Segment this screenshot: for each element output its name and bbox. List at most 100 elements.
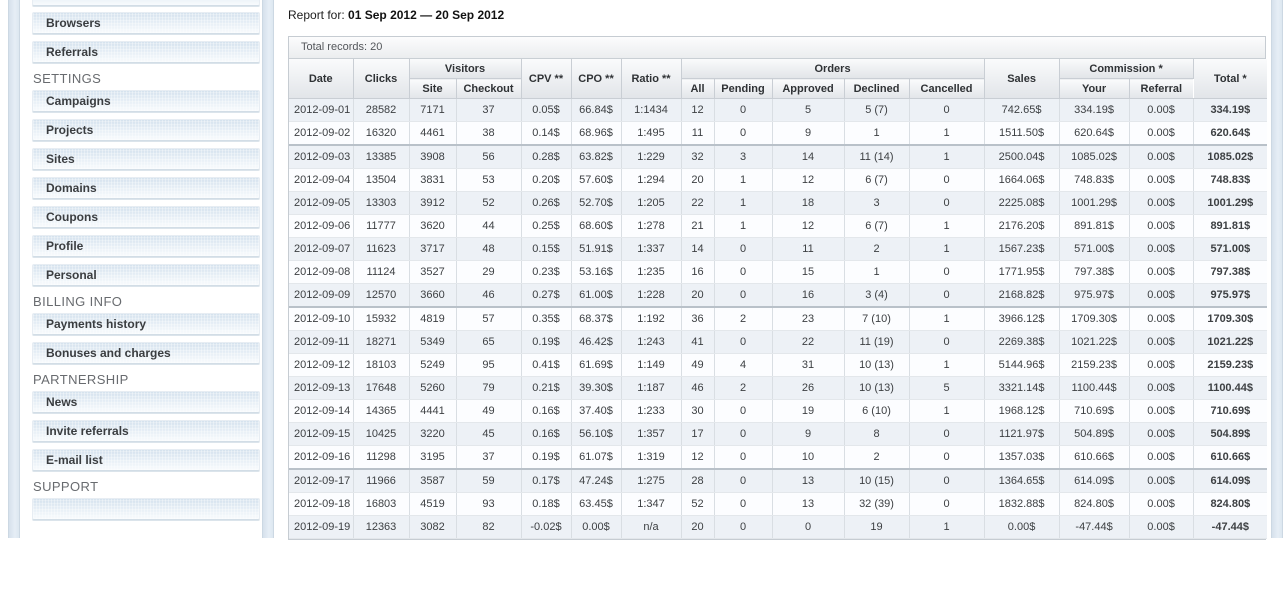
cell-sales: 1664.06$ — [984, 168, 1060, 192]
cell-cpo: 68.60$ — [571, 214, 622, 238]
cell-referral: 0.00$ — [1129, 306, 1194, 331]
cell-checkout: 56 — [456, 144, 522, 169]
sidebar-item-e-mail-list[interactable]: E-mail list — [32, 449, 260, 471]
column-subheader-your: Your — [1059, 78, 1130, 99]
sidebar-item-sites[interactable]: Sites — [32, 148, 260, 170]
cell-cpo: 39.30$ — [571, 376, 622, 400]
cell-ratio: 1:233 — [621, 399, 682, 423]
table-row: 2012-09-17 11966 3587 59 0.17$ 47.24$ 1:275 28 0… — [289, 468, 1268, 493]
sidebar-item-payments-history[interactable]: Payments history — [32, 313, 260, 335]
cell-approved: 23 — [772, 306, 845, 331]
cell-your: 975.97$ — [1059, 283, 1130, 308]
sidebar-item-coupons[interactable]: Coupons — [32, 206, 260, 228]
cell-cpo: 56.10$ — [571, 422, 622, 446]
sidebar-item-personal[interactable]: Personal — [32, 264, 260, 286]
column-header-cpv: CPV ** — [521, 59, 572, 99]
cell-all: 12 — [681, 445, 715, 470]
cell-total: 334.19$ — [1193, 98, 1268, 122]
cell-ratio: 1:278 — [621, 214, 682, 238]
table-row: 2012-09-08 11124 3527 29 0.23$ 53.16$ 1:235 16 0… — [289, 260, 1268, 284]
cell-approved: 31 — [772, 353, 845, 377]
column-header-commission: Commission * — [1059, 59, 1194, 79]
cell-declined: 8 — [844, 422, 910, 446]
table-row: 2012-09-09 12570 3660 46 0.27$ 61.00$ 1:228 20 0… — [289, 283, 1268, 308]
cell-checkout: 38 — [456, 121, 522, 146]
cell-date: 2012-09-05 — [289, 191, 354, 215]
cell-referral: 0.00$ — [1129, 237, 1194, 261]
sidebar-item-invite-referrals[interactable]: Invite referrals — [32, 420, 260, 442]
cell-checkout: 59 — [456, 468, 522, 493]
cell-declined: 3 — [844, 191, 910, 215]
table-row: 2012-09-04 13504 3831 53 0.20$ 57.60$ 1:294 20 1… — [289, 168, 1268, 192]
sidebar-item-referrals[interactable]: Referrals — [32, 41, 260, 63]
cell-cpv: 0.41$ — [521, 353, 572, 377]
cell-declined: 6 (10) — [844, 399, 910, 423]
cell-date: 2012-09-10 — [289, 306, 354, 331]
cell-date: 2012-09-01 — [289, 98, 354, 122]
cell-clicks: 16320 — [353, 121, 410, 146]
cell-referral: 0.00$ — [1129, 191, 1194, 215]
cell-sales: 1511.50$ — [984, 121, 1060, 146]
sidebar-item-campaigns[interactable]: Campaigns — [32, 90, 260, 112]
cell-your: 797.38$ — [1059, 260, 1130, 284]
cell-checkout: 65 — [456, 330, 522, 354]
cell-cancelled: 1 — [909, 144, 985, 169]
cell-your: 334.19$ — [1059, 98, 1130, 122]
column-subheader-site: Site — [409, 78, 457, 99]
sidebar-item-domains[interactable]: Domains — [32, 177, 260, 199]
cell-all: 28 — [681, 468, 715, 493]
cell-sales: 1968.12$ — [984, 399, 1060, 423]
cell-cpv: 0.28$ — [521, 144, 572, 169]
cell-site: 3912 — [409, 191, 457, 215]
cell-ratio: 1:337 — [621, 237, 682, 261]
cell-approved: 22 — [772, 330, 845, 354]
cell-pending: 2 — [714, 376, 773, 400]
cell-total: 1085.02$ — [1193, 144, 1268, 169]
cell-cancelled: 0 — [909, 445, 985, 470]
cell-clicks: 17648 — [353, 376, 410, 400]
cell-cpv: 0.05$ — [521, 98, 572, 122]
cell-clicks: 18271 — [353, 330, 410, 354]
cell-ratio: 1:294 — [621, 168, 682, 192]
sidebar-item-partial-bottom[interactable] — [32, 498, 260, 520]
cell-sales: 1121.97$ — [984, 422, 1060, 446]
cell-sales: 1364.65$ — [984, 468, 1060, 493]
sidebar-item-news[interactable]: News — [32, 391, 260, 413]
sidebar-item-browsers[interactable]: Browsers — [32, 12, 260, 34]
cell-clicks: 11966 — [353, 468, 410, 493]
cell-approved: 18 — [772, 191, 845, 215]
cell-cancelled: 0 — [909, 330, 985, 354]
cell-date: 2012-09-16 — [289, 445, 354, 470]
cell-referral: 0.00$ — [1129, 492, 1194, 516]
cell-your: 614.09$ — [1059, 468, 1130, 493]
cell-approved: 16 — [772, 283, 845, 308]
cell-ratio: 1:275 — [621, 468, 682, 493]
cell-pending: 0 — [714, 260, 773, 284]
sidebar-item-profile[interactable]: Profile — [32, 235, 260, 257]
cell-total: 571.00$ — [1193, 237, 1268, 261]
cell-all: 21 — [681, 214, 715, 238]
table-row: 2012-09-14 14365 4441 49 0.16$ 37.40$ 1:233 30 0… — [289, 399, 1268, 423]
sidebar-item-projects[interactable]: Projects — [32, 119, 260, 141]
cell-site: 3717 — [409, 237, 457, 261]
table-row: 2012-09-03 13385 3908 56 0.28$ 63.82$ 1:229 32 3… — [289, 144, 1268, 169]
cell-checkout: 44 — [456, 214, 522, 238]
cell-pending: 1 — [714, 214, 773, 238]
sidebar-item-partial-top[interactable] — [32, 0, 260, 6]
cell-clicks: 11298 — [353, 445, 410, 470]
cell-declined: 6 (7) — [844, 168, 910, 192]
column-subheader-declined: Declined — [844, 78, 910, 99]
cell-referral: 0.00$ — [1129, 422, 1194, 446]
cell-total: 891.81$ — [1193, 214, 1268, 238]
cell-cpv: 0.25$ — [521, 214, 572, 238]
cell-date: 2012-09-03 — [289, 144, 354, 169]
cell-ratio: 1:1434 — [621, 98, 682, 122]
cell-cpo: 63.82$ — [571, 144, 622, 169]
cell-checkout: 45 — [456, 422, 522, 446]
cell-all: 20 — [681, 515, 715, 539]
cell-cpv: 0.23$ — [521, 260, 572, 284]
table-row: 2012-09-13 17648 5260 79 0.21$ 39.30$ 1:187 46 2… — [289, 376, 1268, 400]
cell-sales: 2269.38$ — [984, 330, 1060, 354]
cell-referral: 0.00$ — [1129, 376, 1194, 400]
sidebar-item-bonuses-and-charges[interactable]: Bonuses and charges — [32, 342, 260, 364]
